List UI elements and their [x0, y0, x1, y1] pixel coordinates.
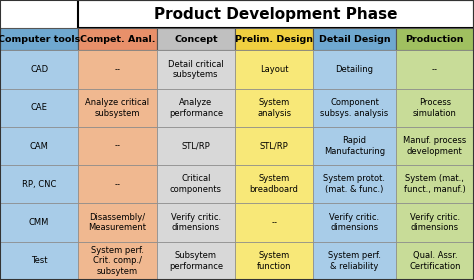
Text: System (mat.,
funct., manuf.): System (mat., funct., manuf.): [404, 174, 466, 194]
Text: Disassembly/
Measurement: Disassembly/ Measurement: [89, 213, 146, 232]
FancyBboxPatch shape: [78, 242, 157, 280]
FancyBboxPatch shape: [235, 127, 313, 165]
FancyBboxPatch shape: [78, 204, 157, 242]
FancyBboxPatch shape: [157, 165, 235, 204]
FancyBboxPatch shape: [235, 89, 313, 127]
Text: Concept: Concept: [174, 35, 218, 44]
FancyBboxPatch shape: [396, 165, 474, 204]
Text: System
analysis: System analysis: [257, 98, 291, 118]
FancyBboxPatch shape: [313, 50, 396, 89]
Text: Rapid
Manufacturing: Rapid Manufacturing: [324, 136, 385, 156]
Text: --: --: [115, 65, 120, 74]
Text: Prelim. Design: Prelim. Design: [235, 35, 313, 44]
FancyBboxPatch shape: [235, 50, 313, 89]
FancyBboxPatch shape: [0, 204, 78, 242]
Text: Detail critical
subsytems: Detail critical subsytems: [168, 60, 224, 79]
FancyBboxPatch shape: [157, 204, 235, 242]
Text: Compet. Anal.: Compet. Anal.: [80, 35, 155, 44]
FancyBboxPatch shape: [78, 28, 157, 50]
FancyBboxPatch shape: [78, 89, 157, 127]
FancyBboxPatch shape: [157, 28, 235, 50]
Text: Component
subsys. analysis: Component subsys. analysis: [320, 98, 389, 118]
Text: --: --: [115, 142, 120, 151]
FancyBboxPatch shape: [396, 204, 474, 242]
FancyBboxPatch shape: [313, 204, 396, 242]
FancyBboxPatch shape: [396, 50, 474, 89]
FancyBboxPatch shape: [313, 127, 396, 165]
Text: Critical
components: Critical components: [170, 174, 222, 194]
Text: System
breadboard: System breadboard: [250, 174, 299, 194]
FancyBboxPatch shape: [235, 242, 313, 280]
Text: --: --: [271, 218, 277, 227]
Text: Test: Test: [31, 256, 47, 265]
FancyBboxPatch shape: [157, 127, 235, 165]
FancyBboxPatch shape: [235, 28, 313, 50]
Text: Computer tools: Computer tools: [0, 35, 80, 44]
FancyBboxPatch shape: [313, 242, 396, 280]
FancyBboxPatch shape: [0, 127, 78, 165]
FancyBboxPatch shape: [0, 50, 78, 89]
Text: CAM: CAM: [30, 142, 49, 151]
FancyBboxPatch shape: [157, 89, 235, 127]
FancyBboxPatch shape: [313, 28, 396, 50]
Text: Subsytem
performance: Subsytem performance: [169, 251, 223, 271]
Text: Detail Design: Detail Design: [319, 35, 390, 44]
Text: --: --: [115, 180, 120, 189]
FancyBboxPatch shape: [78, 127, 157, 165]
Text: STL/RP: STL/RP: [260, 142, 289, 151]
FancyBboxPatch shape: [0, 165, 78, 204]
Text: Analyze
performance: Analyze performance: [169, 98, 223, 118]
Text: Product Development Phase: Product Development Phase: [155, 7, 398, 22]
Text: System perf.
Crit. comp./
subsytem: System perf. Crit. comp./ subsytem: [91, 246, 144, 276]
Text: Production: Production: [406, 35, 464, 44]
Text: CMM: CMM: [29, 218, 49, 227]
Text: System perf.
& reliability: System perf. & reliability: [328, 251, 381, 271]
FancyBboxPatch shape: [235, 165, 313, 204]
FancyBboxPatch shape: [78, 165, 157, 204]
Text: CAD: CAD: [30, 65, 48, 74]
Text: Verify critic.
dimensions: Verify critic. dimensions: [410, 213, 460, 232]
FancyBboxPatch shape: [78, 50, 157, 89]
Text: Qual. Assr.
Certification: Qual. Assr. Certification: [409, 251, 461, 271]
FancyBboxPatch shape: [396, 242, 474, 280]
Text: Analyze critical
subsystem: Analyze critical subsystem: [85, 98, 150, 118]
FancyBboxPatch shape: [0, 28, 78, 50]
FancyBboxPatch shape: [0, 242, 78, 280]
FancyBboxPatch shape: [157, 242, 235, 280]
Text: Layout: Layout: [260, 65, 288, 74]
Text: CAE: CAE: [31, 103, 47, 112]
Text: Verify critic.
dimensions: Verify critic. dimensions: [329, 213, 380, 232]
FancyBboxPatch shape: [235, 204, 313, 242]
FancyBboxPatch shape: [396, 89, 474, 127]
Text: STL/RP: STL/RP: [182, 142, 210, 151]
Text: --: --: [432, 65, 438, 74]
Text: Process
simulation: Process simulation: [413, 98, 457, 118]
FancyBboxPatch shape: [396, 28, 474, 50]
FancyBboxPatch shape: [157, 50, 235, 89]
Text: Verify critic.
dimensions: Verify critic. dimensions: [171, 213, 221, 232]
Text: System
function: System function: [257, 251, 292, 271]
Text: Detailing: Detailing: [336, 65, 374, 74]
Text: Manuf. process
development: Manuf. process development: [403, 136, 466, 156]
Text: RP, CNC: RP, CNC: [22, 180, 56, 189]
Text: System protot.
(mat. & func.): System protot. (mat. & func.): [323, 174, 385, 194]
FancyBboxPatch shape: [313, 165, 396, 204]
FancyBboxPatch shape: [78, 0, 474, 28]
FancyBboxPatch shape: [0, 89, 78, 127]
FancyBboxPatch shape: [396, 127, 474, 165]
FancyBboxPatch shape: [313, 89, 396, 127]
